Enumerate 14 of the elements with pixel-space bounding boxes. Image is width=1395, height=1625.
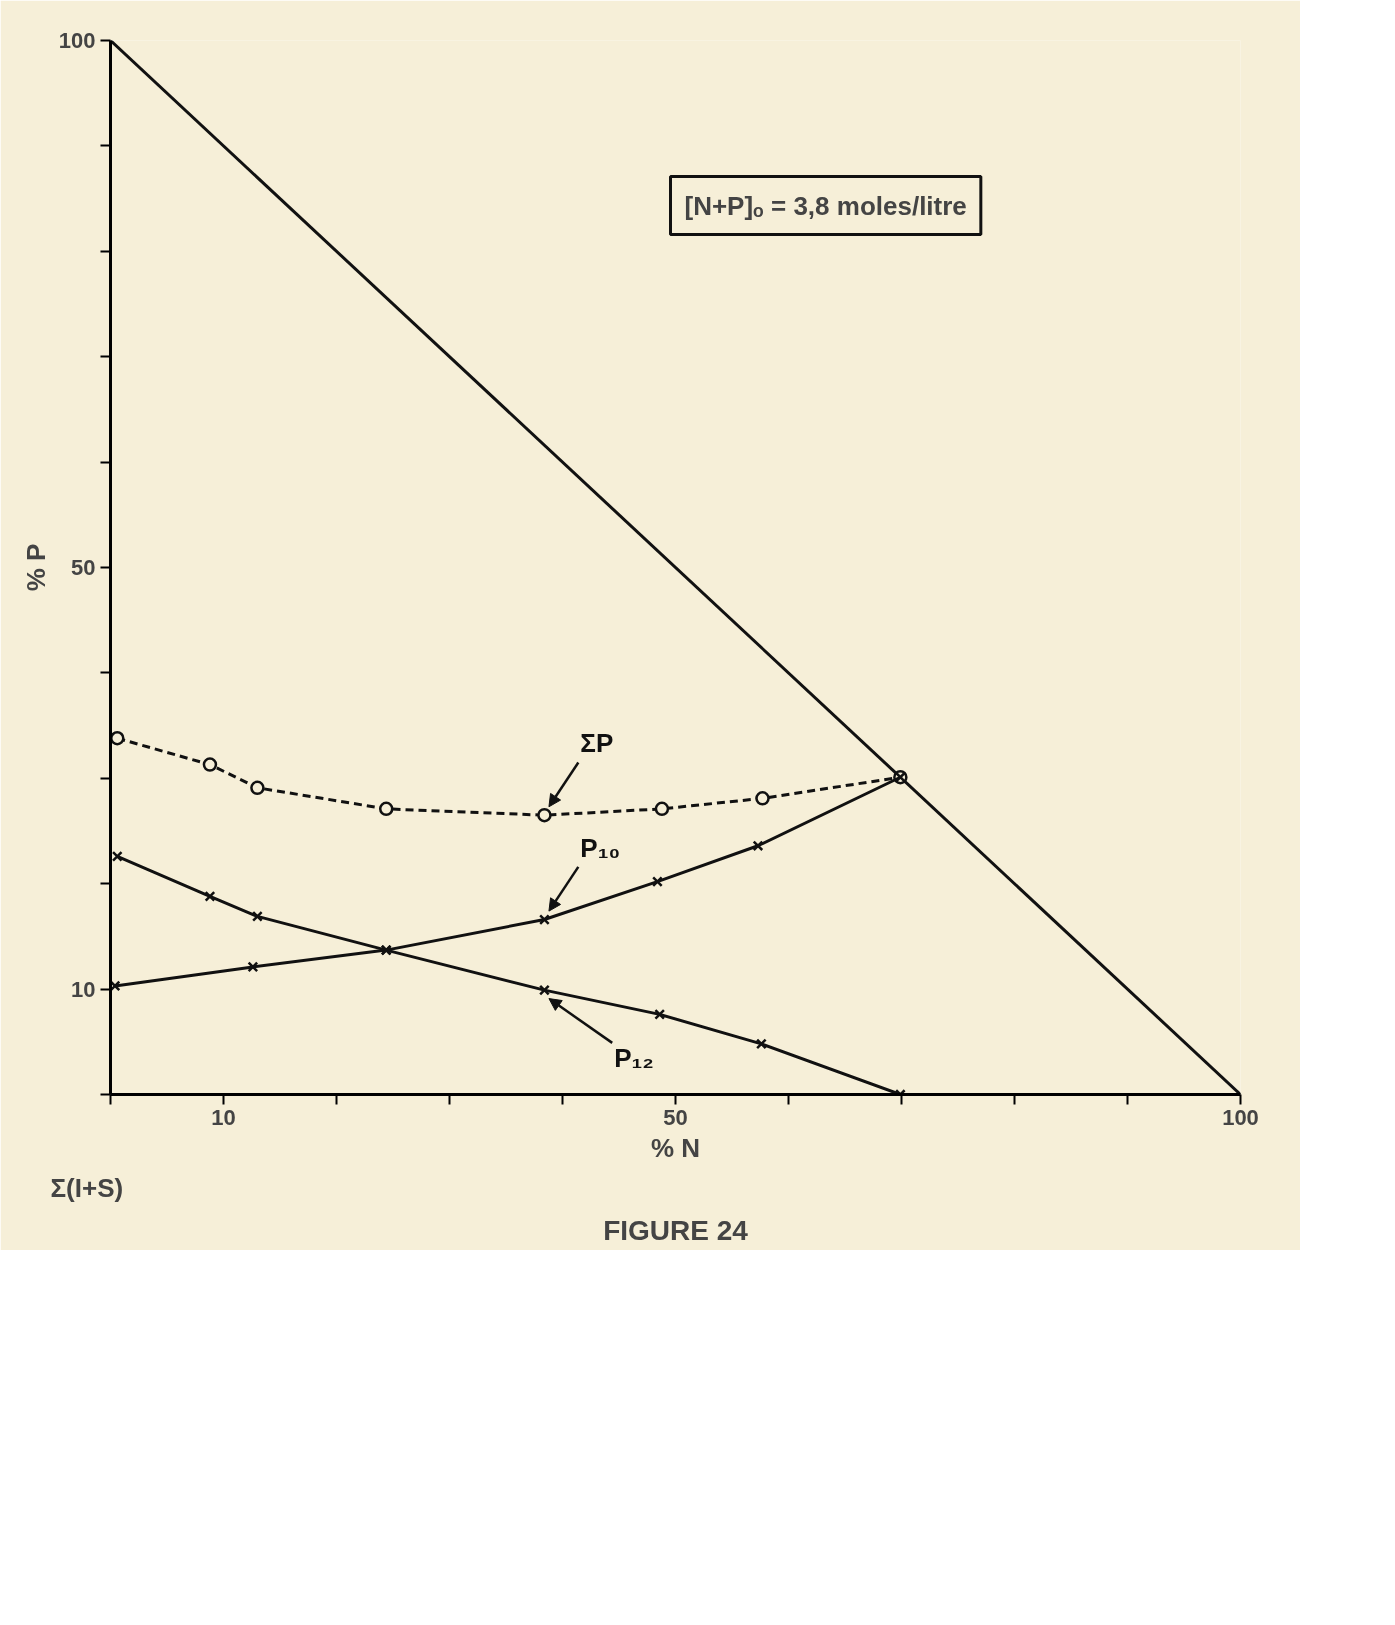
y-tick-label: 50: [71, 555, 96, 580]
x-tick-label: 100: [1222, 1104, 1259, 1130]
y-tick-label: 10: [71, 976, 96, 1002]
x-tick-label: 10: [211, 1104, 236, 1130]
x-axis-title: % N: [650, 1132, 701, 1163]
text: ΣP: [580, 728, 614, 759]
series-label: P₁₂: [614, 1042, 654, 1073]
y-tick-label: 100: [58, 28, 96, 53]
legend-label: P₁₀: [580, 832, 621, 863]
text: Σ(I+S): [50, 1172, 124, 1203]
y-axis-title: % P: [20, 543, 51, 592]
annotation: [N+P]ₒ = 3,8 moles/litre: [684, 190, 967, 221]
text: FIGURE 24: [603, 1214, 749, 1246]
x-tick-label: 50: [663, 1104, 688, 1130]
